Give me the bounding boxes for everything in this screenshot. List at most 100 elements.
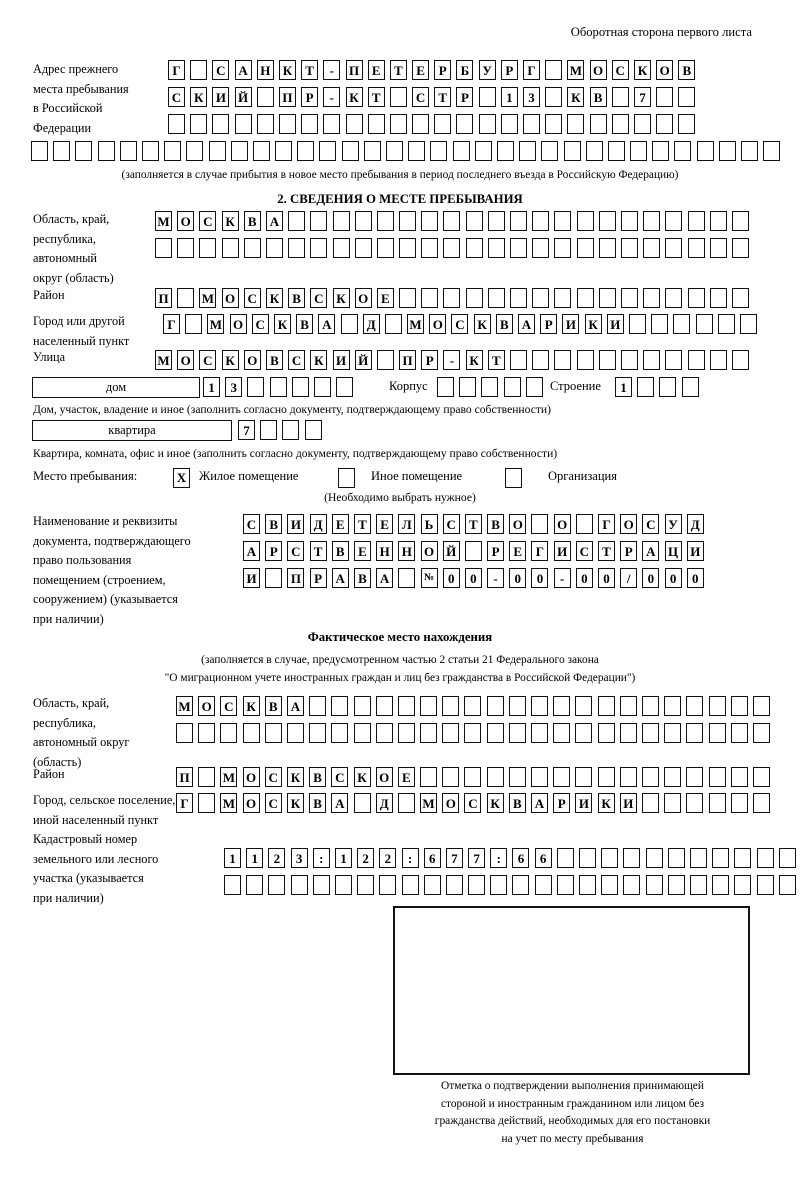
char-cell[interactable]: К <box>190 87 208 107</box>
char-cell[interactable]: Н <box>256 60 274 80</box>
char-cell[interactable]: К <box>278 60 296 80</box>
char-cell[interactable] <box>155 238 172 258</box>
char-cell[interactable] <box>478 87 496 107</box>
char-cell[interactable] <box>611 87 629 107</box>
char-cell[interactable]: О <box>242 793 260 813</box>
char-cell[interactable] <box>464 696 482 716</box>
char-cell[interactable]: С <box>212 60 230 80</box>
char-cell[interactable]: М <box>567 60 585 80</box>
char-cell[interactable] <box>398 568 416 588</box>
char-cell[interactable] <box>186 141 204 161</box>
char-cell[interactable]: И <box>562 314 580 334</box>
char-cell[interactable]: К <box>353 767 371 787</box>
char-cell[interactable]: : <box>312 848 330 868</box>
char-cell[interactable]: А <box>243 541 260 561</box>
char-cell[interactable]: 1 <box>500 87 518 107</box>
char-cell[interactable] <box>607 141 625 161</box>
char-cell[interactable] <box>651 314 669 334</box>
char-cell[interactable] <box>265 568 283 588</box>
char-cell[interactable]: Р <box>456 87 474 107</box>
char-cell[interactable] <box>532 288 550 308</box>
char-cell[interactable] <box>689 848 707 868</box>
char-cell[interactable]: А <box>331 568 349 588</box>
char-cell[interactable] <box>731 238 749 258</box>
char-cell[interactable]: С <box>168 87 185 107</box>
char-cell[interactable] <box>708 723 726 743</box>
char-cell[interactable]: А <box>642 541 660 561</box>
char-cell[interactable] <box>673 314 691 334</box>
char-cell[interactable]: П <box>278 87 296 107</box>
char-cell[interactable] <box>545 87 563 107</box>
char-cell[interactable] <box>464 541 482 561</box>
char-cell[interactable] <box>687 238 705 258</box>
char-cell[interactable]: И <box>212 87 230 107</box>
char-cell[interactable]: О <box>177 211 195 231</box>
char-cell[interactable] <box>487 238 505 258</box>
char-cell[interactable] <box>452 141 470 161</box>
char-cell[interactable]: Т <box>353 514 371 534</box>
char-cell[interactable] <box>620 288 638 308</box>
char-cell[interactable] <box>597 696 615 716</box>
char-cell[interactable] <box>575 767 593 787</box>
char-cell[interactable]: Г <box>598 514 615 534</box>
char-cell[interactable]: С <box>288 350 306 370</box>
char-cell[interactable] <box>397 723 415 743</box>
char-cell[interactable] <box>456 114 474 134</box>
char-cell[interactable] <box>752 696 770 716</box>
char-cell[interactable] <box>268 875 286 895</box>
char-cell[interactable] <box>731 288 749 308</box>
char-cell[interactable] <box>585 141 603 161</box>
char-cell[interactable] <box>265 238 283 258</box>
char-cell[interactable] <box>643 238 661 258</box>
char-cell[interactable] <box>554 350 572 370</box>
char-cell[interactable]: А <box>234 60 252 80</box>
char-cell[interactable]: А <box>286 696 304 716</box>
char-cell[interactable]: М <box>420 793 438 813</box>
char-cell[interactable] <box>601 875 619 895</box>
char-cell[interactable] <box>589 114 607 134</box>
char-cell[interactable]: Е <box>376 288 394 308</box>
char-cell[interactable] <box>656 114 674 134</box>
char-cell[interactable] <box>623 875 641 895</box>
char-cell[interactable]: К <box>486 793 504 813</box>
char-cell[interactable]: Е <box>412 60 430 80</box>
char-cell[interactable] <box>730 767 748 787</box>
char-cell[interactable] <box>421 288 439 308</box>
char-cell[interactable] <box>553 696 571 716</box>
char-cell[interactable] <box>286 723 304 743</box>
char-cell[interactable] <box>611 114 629 134</box>
char-cell[interactable]: И <box>575 793 593 813</box>
char-cell[interactable]: 2 <box>379 848 397 868</box>
char-cell[interactable]: М <box>199 288 217 308</box>
char-cell[interactable] <box>664 723 682 743</box>
char-cell[interactable]: К <box>242 696 260 716</box>
char-cell[interactable]: К <box>221 211 239 231</box>
char-cell[interactable] <box>708 767 726 787</box>
char-cell[interactable] <box>553 767 571 787</box>
char-cell[interactable]: К <box>465 350 483 370</box>
char-cell[interactable]: У <box>664 514 682 534</box>
char-cell[interactable] <box>575 723 593 743</box>
char-cell[interactable]: Т <box>434 87 452 107</box>
char-cell[interactable] <box>442 696 460 716</box>
char-cell[interactable] <box>353 696 371 716</box>
char-cell[interactable] <box>641 793 659 813</box>
char-cell[interactable] <box>630 141 648 161</box>
char-cell[interactable]: В <box>678 60 696 80</box>
char-cell[interactable]: С <box>264 767 282 787</box>
char-cell[interactable] <box>619 767 637 787</box>
char-cell[interactable] <box>376 350 394 370</box>
char-cell[interactable] <box>712 875 730 895</box>
char-cell[interactable] <box>198 793 216 813</box>
char-cell[interactable] <box>420 767 438 787</box>
char-cell[interactable]: С <box>199 350 217 370</box>
char-cell[interactable]: П <box>345 60 363 80</box>
char-cell[interactable]: / <box>620 568 638 588</box>
char-cell[interactable] <box>731 350 749 370</box>
char-cell[interactable]: 2 <box>357 848 375 868</box>
char-cell[interactable] <box>579 875 596 895</box>
char-cell[interactable]: С <box>243 288 261 308</box>
char-cell[interactable]: 1 <box>334 848 352 868</box>
char-cell[interactable]: О <box>354 288 372 308</box>
char-cell[interactable] <box>510 288 527 308</box>
